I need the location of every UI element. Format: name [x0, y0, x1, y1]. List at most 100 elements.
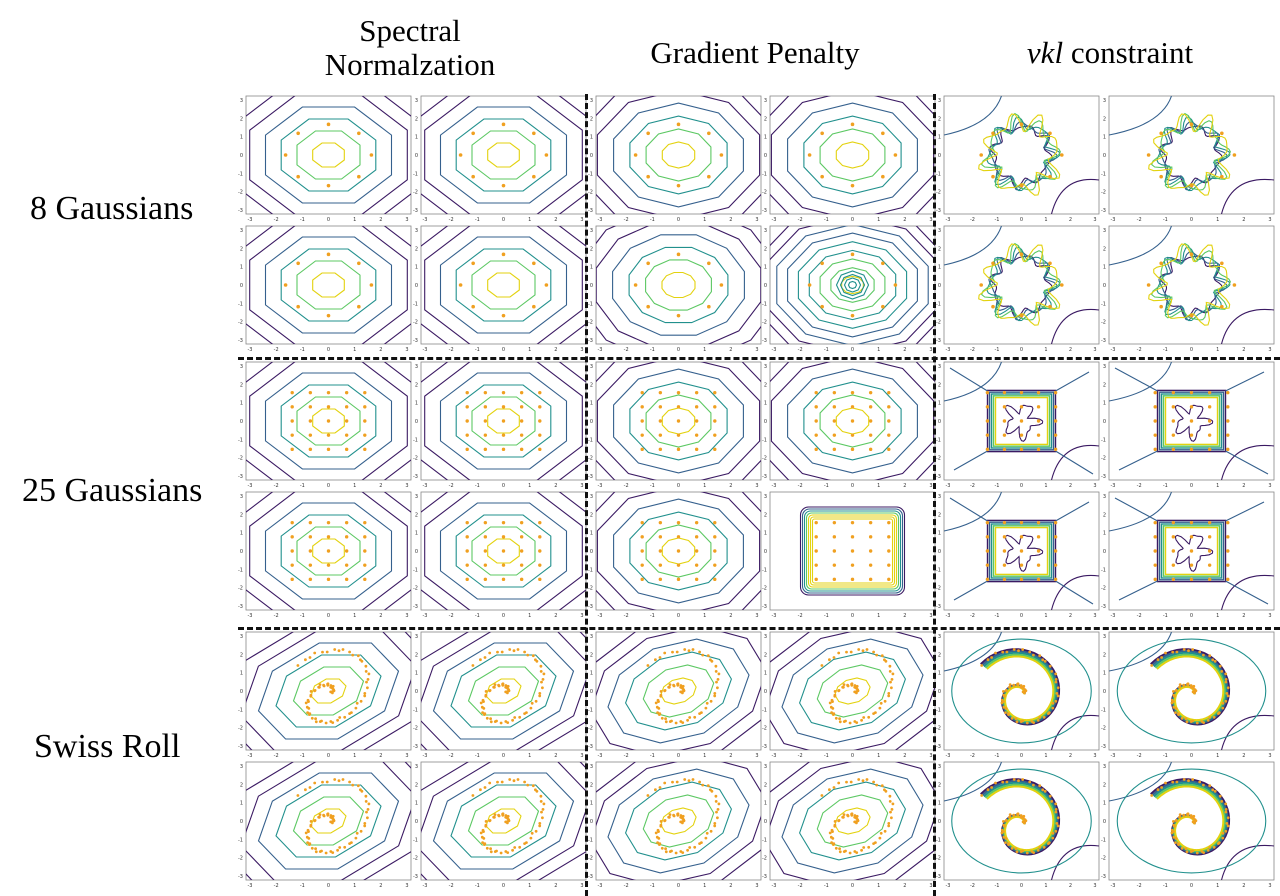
x-tick-label: 0: [1190, 613, 1193, 619]
data-points: [458, 122, 549, 188]
data-points: [979, 122, 1064, 188]
data-point: [887, 520, 891, 525]
data-point: [1225, 692, 1229, 695]
data-point: [646, 131, 650, 136]
contour-line: [1050, 444, 1099, 480]
data-points: [1146, 122, 1237, 188]
data-point: [320, 719, 323, 723]
data-point: [518, 715, 522, 719]
data-point: [820, 304, 824, 309]
contour-line: [292, 666, 365, 716]
data-point: [1225, 822, 1229, 825]
data-point: [1028, 650, 1032, 654]
data-point: [831, 837, 835, 840]
y-tick-label: -3: [588, 744, 593, 750]
data-point: [833, 690, 837, 693]
data-point: [694, 549, 699, 553]
data-point: [1054, 699, 1058, 703]
data-point: [837, 689, 840, 693]
y-tick-label: 1: [764, 265, 767, 271]
y-tick-label: -3: [936, 208, 941, 214]
contour-line: [770, 226, 935, 344]
x-tick-label: -1: [300, 883, 305, 889]
data-point: [1010, 846, 1014, 850]
contour-line: [310, 808, 347, 834]
y-tick-label: -3: [238, 338, 243, 344]
data-point: [508, 778, 512, 781]
data-point: [694, 390, 699, 395]
contour-line: [994, 526, 1049, 576]
data-point: [465, 390, 469, 395]
data-point: [471, 794, 475, 797]
data-point: [539, 794, 543, 798]
data-point: [980, 664, 984, 667]
data-point: [308, 405, 313, 409]
y-tick-label: -1: [936, 567, 941, 573]
data-point: [1053, 563, 1058, 567]
data-points: [633, 122, 724, 188]
y-tick-label: 0: [590, 153, 593, 159]
y-tick-label: -2: [762, 726, 767, 732]
data-point: [1226, 816, 1230, 820]
data-point: [1016, 812, 1019, 816]
data-point: [714, 800, 718, 803]
y-tick-label: -3: [238, 744, 243, 750]
contour-line: [1004, 534, 1044, 572]
data-point: [363, 694, 367, 698]
x-tick-label: -2: [274, 883, 279, 889]
data-point: [1192, 690, 1196, 694]
y-tick-label: 1: [590, 265, 593, 271]
data-point: [1002, 690, 1005, 693]
data-point: [1019, 577, 1024, 582]
data-point: [694, 433, 699, 437]
data-point: [1226, 824, 1230, 828]
x-tick-label: 2: [729, 483, 732, 489]
data-point: [681, 851, 685, 854]
x-tick-label: -2: [970, 883, 975, 889]
y-tick-label: 3: [1103, 764, 1106, 770]
y-tick-label: -3: [762, 604, 767, 610]
y-tick-label: -1: [936, 171, 941, 177]
x-tick-label: 3: [755, 613, 758, 619]
x-tick-label: 0: [1020, 883, 1023, 889]
data-point: [1038, 784, 1042, 788]
data-point: [314, 847, 317, 851]
y-tick-label: -1: [1101, 437, 1106, 443]
x-tick-label: -2: [1137, 217, 1142, 223]
data-point: [658, 786, 662, 789]
data-point: [713, 692, 717, 695]
data-point: [363, 824, 367, 828]
data-point: [363, 692, 367, 695]
y-tick-label: -1: [413, 707, 418, 713]
x-tick-label: 2: [903, 347, 906, 353]
data-point: [1019, 419, 1024, 423]
data-point: [887, 419, 891, 423]
y-tick-label: -2: [413, 726, 418, 732]
data-point: [1050, 670, 1054, 673]
data-point: [1056, 694, 1060, 698]
data-point: [329, 684, 333, 687]
data-point: [313, 781, 317, 785]
data-point: [704, 706, 708, 710]
data-point: [1001, 780, 1005, 784]
data-point: [698, 780, 701, 784]
data-point: [310, 716, 314, 720]
contour-line: [1220, 844, 1274, 880]
data-point: [1000, 701, 1004, 705]
data-point: [1008, 685, 1011, 689]
data-point: [471, 304, 475, 309]
data-point: [1177, 843, 1180, 846]
x-tick-label: 2: [729, 347, 732, 353]
data-point: [324, 851, 328, 855]
data-point: [512, 649, 516, 653]
contour-line: [424, 226, 583, 344]
x-tick-label: 3: [580, 883, 583, 889]
data-point: [506, 690, 509, 694]
data-point: [881, 131, 885, 136]
y-tick-label: 1: [415, 531, 418, 537]
data-point: [1195, 851, 1199, 855]
x-tick-label: -1: [995, 753, 1000, 759]
